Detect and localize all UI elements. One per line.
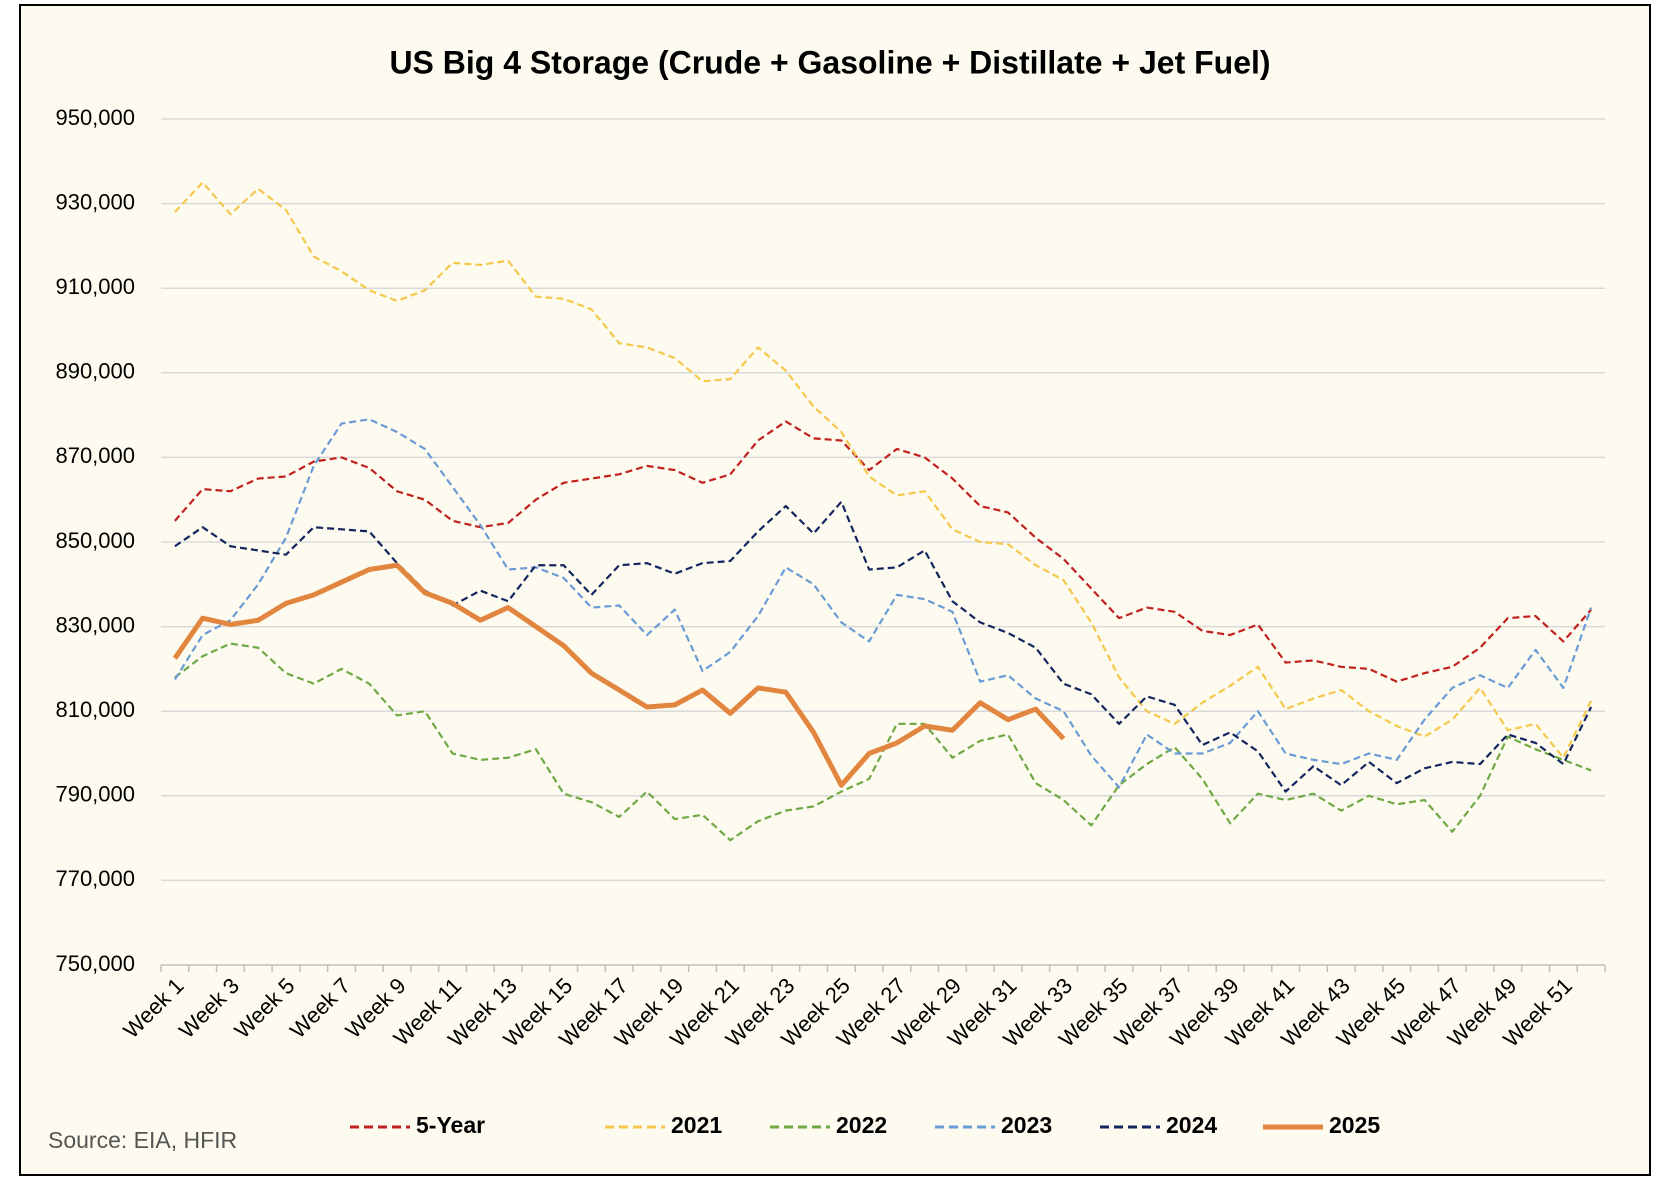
- chart-title: US Big 4 Storage (Crude + Gasoline + Dis…: [389, 44, 1270, 80]
- y-tick-label: 890,000: [55, 359, 135, 384]
- y-tick-label: 930,000: [55, 189, 135, 214]
- source-note: Source: EIA, HFIR: [48, 1127, 237, 1153]
- series-line: [174, 642, 1592, 842]
- y-tick-label: 870,000: [55, 443, 135, 468]
- series-line: [174, 420, 1592, 683]
- chart-frame: [19, 4, 1651, 1176]
- legend-label: 2025: [1329, 1112, 1380, 1138]
- y-tick-label: 850,000: [55, 528, 135, 553]
- y-tick-label: 910,000: [55, 274, 135, 299]
- legend-label: 2023: [1001, 1112, 1052, 1138]
- legend-label: 2024: [1166, 1112, 1217, 1138]
- y-tick-label: 950,000: [55, 105, 135, 130]
- series-line: [174, 181, 1593, 759]
- y-tick-label: 770,000: [55, 866, 135, 891]
- legend-label: 2022: [836, 1112, 887, 1138]
- y-tick-label: 750,000: [55, 951, 135, 976]
- series-line: [173, 418, 1593, 789]
- series-line: [172, 562, 1066, 788]
- legend-label: 5-Year: [416, 1112, 485, 1138]
- legend-label: 2021: [671, 1112, 722, 1138]
- y-tick-label: 810,000: [55, 697, 135, 722]
- y-tick-label: 790,000: [55, 782, 135, 807]
- y-tick-label: 830,000: [55, 612, 135, 637]
